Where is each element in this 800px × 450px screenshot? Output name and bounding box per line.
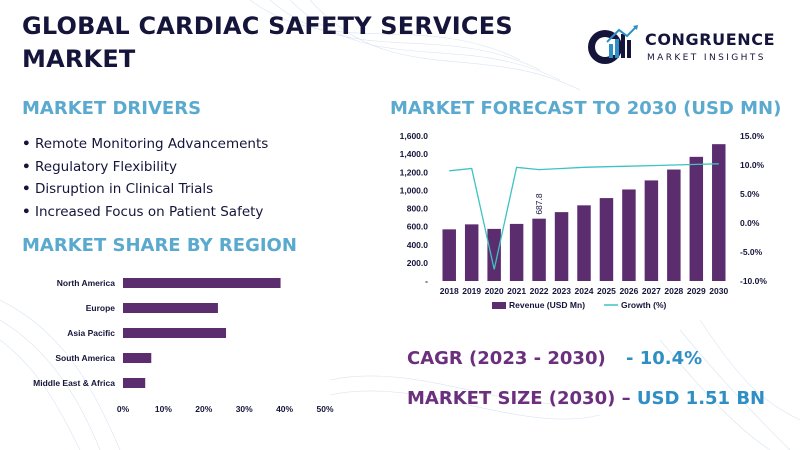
driver-item: • Regulatory Flexibility <box>22 158 178 175</box>
forecast-title: MARKET FORECAST TO 2030 (USD MN) <box>390 98 782 119</box>
year-label: 2030 <box>709 286 728 296</box>
year-label: 2024 <box>575 286 594 296</box>
right-axis-tick: 10.0% <box>740 160 765 170</box>
market-size-value: USD 1.51 BN <box>636 388 766 409</box>
driver-item: • Remote Monitoring Advancements <box>22 136 269 152</box>
year-label: 2026 <box>619 286 638 296</box>
company-logo: CONGRUENCE MARKET INSIGHTS <box>583 22 793 72</box>
revenue-bar <box>712 144 726 281</box>
title-line-1: GLOBAL CARDIAC SAFETY SERVICES <box>22 12 513 40</box>
drivers-title: MARKET DRIVERS <box>22 98 202 119</box>
region-label: North America <box>57 278 116 288</box>
bar-data-label: 687.8 <box>534 193 544 215</box>
region-label: Europe <box>86 303 116 313</box>
region-bar <box>123 378 146 388</box>
logo-name: CONGRUENCE <box>645 30 776 49</box>
revenue-bar <box>487 228 501 281</box>
growth-line <box>449 163 719 270</box>
left-axis-tick: 1,400.0 <box>400 149 429 159</box>
region-bar <box>123 303 218 313</box>
x-tick-label: 0% <box>117 404 130 414</box>
right-axis-tick: 5.0% <box>740 189 760 199</box>
region-label: Asia Pacific <box>67 328 115 338</box>
revenue-bar <box>644 180 659 281</box>
year-label: 2018 <box>440 286 459 296</box>
left-axis-tick: 400.0 <box>407 240 429 250</box>
right-axis-tick: 0.0% <box>740 218 760 228</box>
title-line-2: MARKET <box>22 45 136 73</box>
region-bar <box>123 328 227 338</box>
year-label: 2023 <box>552 286 571 296</box>
forecast-chart: - 200.0 400.0 600.0 800.0 1,000.0 1,200.0 1,400… <box>400 131 768 310</box>
revenue-bar <box>667 169 681 281</box>
year-label: 2027 <box>642 286 661 296</box>
left-axis-tick: 1,000.0 <box>400 185 429 195</box>
x-tick-label: 20% <box>195 404 212 414</box>
logo-icon <box>588 25 638 64</box>
region-label: South America <box>55 353 115 363</box>
x-tick-label: 30% <box>236 404 253 414</box>
year-label: 2028 <box>664 286 683 296</box>
revenue-bar <box>464 224 479 281</box>
year-label: 2020 <box>485 286 504 296</box>
left-axis-tick: - <box>425 276 428 286</box>
year-label: 2021 <box>507 286 526 296</box>
x-tick-label: 50% <box>316 404 333 414</box>
region-bar <box>123 278 281 288</box>
year-label: 2019 <box>462 286 481 296</box>
cagr-label: CAGR (2023 - 2030) <box>407 348 606 369</box>
cagr-stat: CAGR (2023 - 2030) - 10.4% <box>407 348 702 369</box>
legend-revenue-label: Revenue (USD Mn) <box>509 300 585 310</box>
revenue-bar <box>577 205 591 281</box>
right-axis-tick: -5.0% <box>740 247 763 257</box>
left-axis-tick: 200.0 <box>407 258 429 268</box>
logo-tagline: MARKET INSIGHTS <box>647 53 766 63</box>
revenue-bar <box>689 156 704 281</box>
region-share-chart: North America Europe Asia Pacific South Ame… <box>33 278 334 414</box>
revenue-bar <box>532 218 546 281</box>
year-label: 2025 <box>597 286 616 296</box>
revenue-bar <box>554 212 569 281</box>
region-bar <box>123 353 152 363</box>
region-label: Middle East & Africa <box>33 378 115 388</box>
left-axis-tick: 1,600.0 <box>400 131 429 141</box>
region-share-title: MARKET SHARE BY REGION <box>22 235 297 256</box>
revenue-bar <box>442 229 456 281</box>
year-label: 2022 <box>530 286 549 296</box>
legend-growth-label: Growth (%) <box>621 300 666 310</box>
drivers-list: • Remote Monitoring Advancements • Regulat… <box>22 133 268 223</box>
legend-revenue-swatch <box>492 302 506 309</box>
revenue-bar <box>622 189 636 281</box>
cagr-value: - 10.4% <box>625 348 703 369</box>
page-title: GLOBAL CARDIAC SAFETY SERVICES MARKET <box>22 10 513 76</box>
revenue-bar <box>509 223 524 281</box>
driver-item: • Increased Focus on Patient Safety <box>22 203 264 220</box>
x-tick-label: 10% <box>155 404 172 414</box>
year-label: 2029 <box>687 286 706 296</box>
x-tick-label: 40% <box>276 404 293 414</box>
revenue-bar <box>599 198 614 281</box>
right-axis-tick: 15.0% <box>740 131 765 141</box>
left-axis-tick: 800.0 <box>407 204 429 214</box>
driver-item: • Disruption in Clinical Trials <box>22 181 214 197</box>
left-axis-tick: 600.0 <box>407 222 429 232</box>
market-size-label: MARKET SIZE (2030) – <box>407 388 631 409</box>
right-axis-tick: -10.0% <box>740 276 767 286</box>
left-axis-tick: 1,200.0 <box>400 167 429 177</box>
market-size-stat: MARKET SIZE (2030) – USD 1.51 BN <box>407 388 765 409</box>
